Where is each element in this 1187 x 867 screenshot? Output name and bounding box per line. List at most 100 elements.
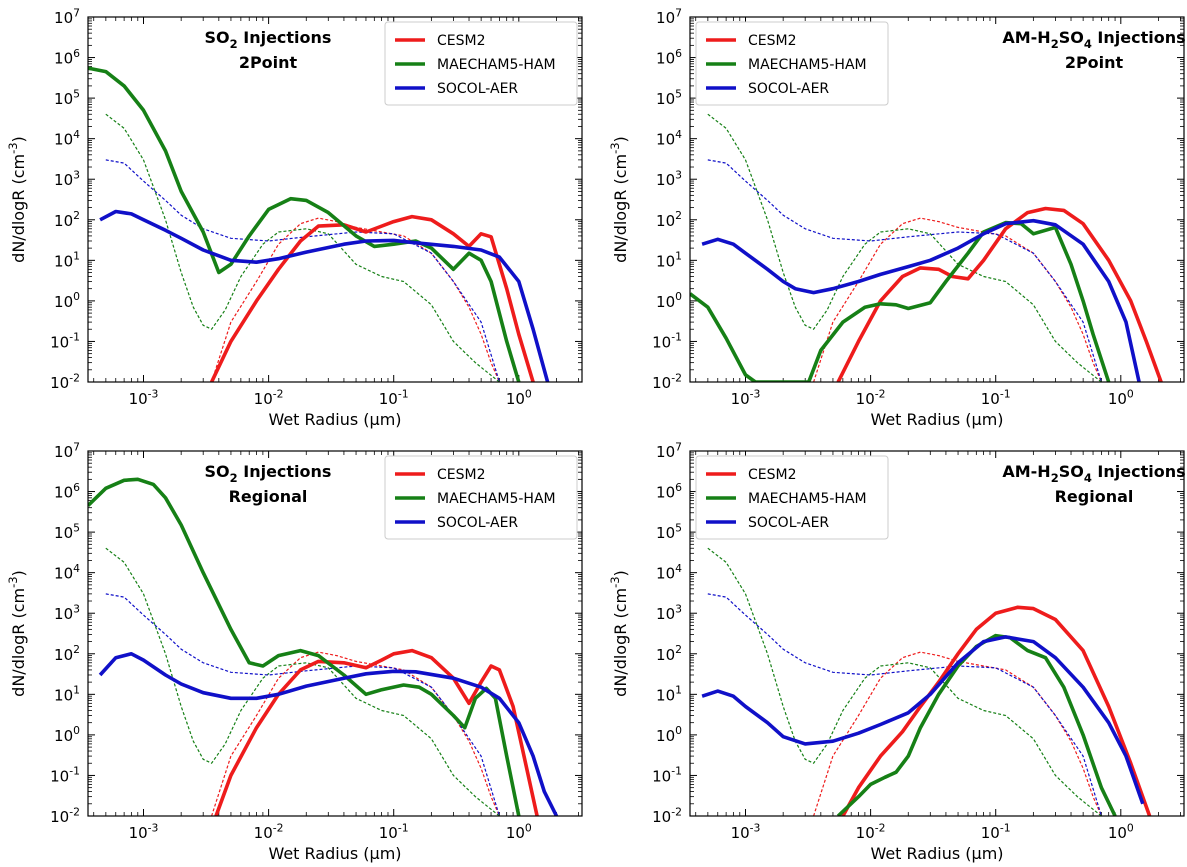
series-background-line-maecham5-ham: [707, 547, 1102, 816]
series-line-socol-aer: [701, 635, 1145, 805]
plot-area: [690, 113, 1163, 382]
y-tick-label: 10-2: [652, 805, 682, 826]
legend-label: MAECHAM5-HAM: [437, 491, 556, 507]
panel-title: AM-H2SO4 Injections: [1002, 28, 1185, 51]
x-tick-label: 100: [1108, 821, 1134, 842]
x-axis-label: Wet Radius (μm): [870, 844, 1003, 863]
y-tick-label: 107: [54, 440, 80, 461]
legend-label: SOCOL-AER: [748, 515, 829, 531]
legend-label: CESM2: [437, 33, 486, 49]
y-tick-label: 102: [54, 209, 80, 230]
y-tick-label: 104: [656, 128, 682, 149]
panel-1: 10-3 10-2 10-1 100 10-2 10-1 100 101 102 103 104 10…: [6, 6, 583, 429]
y-tick-label: 101: [54, 684, 80, 705]
y-tick-label: 10-1: [652, 765, 682, 786]
y-tick-label: 105: [54, 521, 80, 542]
panel-4: 10-3 10-2 10-1 100 10-2 10-1 100 101 102 103 104 10…: [608, 440, 1186, 863]
panel-2: 10-3 10-2 10-1 100 10-2 10-1 100 101 102 103 104 10…: [608, 6, 1186, 429]
x-tick-label: 10-3: [129, 387, 159, 408]
legend-label: MAECHAM5-HAM: [748, 57, 867, 73]
series-line-socol-aer: [99, 209, 550, 382]
series-background-line-socol-aer: [105, 159, 500, 382]
y-axis-label: dN/dlogR (cm-3): [608, 136, 630, 263]
y-tick-label: 10-1: [50, 765, 80, 786]
plot-area: [88, 66, 550, 382]
x-axis-label: Wet Radius (μm): [268, 844, 401, 863]
series-background-line-maecham5-ham: [105, 547, 500, 816]
series-line-cesm2: [209, 214, 535, 382]
legend-label: CESM2: [437, 467, 486, 483]
axes-frame: [87, 450, 583, 817]
y-axis-label: dN/dlogR (cm-3): [608, 570, 630, 697]
y-tick-label: 106: [54, 481, 80, 502]
x-tick-label: 10-1: [379, 387, 409, 408]
legend-label: SOCOL-AER: [748, 81, 829, 97]
y-tick-label: 102: [656, 643, 682, 664]
y-tick-label: 103: [54, 602, 80, 623]
legend-box: [695, 21, 889, 106]
panel-title: Regional: [229, 487, 308, 506]
y-tick-label: 101: [656, 684, 682, 705]
x-tick-label: 10-2: [254, 387, 284, 408]
x-tick-label: 100: [1108, 387, 1134, 408]
x-tick-label: 10-1: [981, 387, 1011, 408]
x-tick-label: 10-1: [379, 821, 409, 842]
y-tick-label: 105: [54, 87, 80, 108]
y-tick-label: 106: [656, 47, 682, 68]
y-tick-label: 104: [54, 128, 80, 149]
x-tick-label: 10-3: [731, 821, 761, 842]
legend: CESM2 MAECHAM5-HAM SOCOL-AER: [695, 21, 889, 106]
y-tick-label: 107: [656, 440, 682, 461]
y-tick-label: 103: [656, 602, 682, 623]
series-line-socol-aer: [701, 218, 1141, 382]
legend: CESM2 MAECHAM5-HAM SOCOL-AER: [384, 21, 578, 106]
x-tick-label: 100: [506, 387, 532, 408]
series-background-line-cesm2: [211, 217, 500, 382]
panel-title: 2Point: [1065, 53, 1124, 72]
y-tick-label: 100: [656, 290, 682, 311]
axes-frame: [689, 16, 1185, 383]
x-tick-label: 10-3: [731, 387, 761, 408]
legend-box: [384, 455, 578, 540]
legend: CESM2 MAECHAM5-HAM SOCOL-AER: [695, 455, 889, 540]
series-background-line-cesm2: [813, 217, 1102, 382]
y-tick-label: 107: [656, 6, 682, 27]
series-line-socol-aer: [98, 651, 559, 816]
series-line-cesm2: [836, 206, 1163, 382]
legend: CESM2 MAECHAM5-HAM SOCOL-AER: [384, 455, 578, 540]
x-tick-label: 10-2: [856, 387, 886, 408]
panel-title: Regional: [1055, 487, 1134, 506]
y-tick-label: 10-2: [50, 371, 80, 392]
legend-label: CESM2: [748, 33, 797, 49]
legend-label: SOCOL-AER: [437, 515, 518, 531]
legend-label: SOCOL-AER: [437, 81, 518, 97]
y-tick-label: 103: [54, 168, 80, 189]
plot-area: [88, 477, 559, 816]
y-tick-label: 104: [54, 562, 80, 583]
series-line-maecham5-ham: [690, 220, 1111, 382]
panel-3: 10-3 10-2 10-1 100 10-2 10-1 100 101 102 103 104 10…: [6, 440, 583, 863]
series-line-cesm2: [214, 648, 539, 816]
y-tick-label: 10-2: [652, 371, 682, 392]
y-tick-label: 100: [54, 290, 80, 311]
legend-label: MAECHAM5-HAM: [748, 491, 867, 507]
x-tick-label: 10-2: [856, 821, 886, 842]
y-tick-label: 10-2: [50, 805, 80, 826]
x-tick-label: 10-3: [129, 821, 159, 842]
y-tick-label: 106: [656, 481, 682, 502]
series-line-maecham5-ham: [88, 477, 521, 816]
y-tick-label: 10-1: [652, 331, 682, 352]
x-tick-label: 100: [506, 821, 532, 842]
legend-box: [384, 21, 578, 106]
y-tick-label: 105: [656, 87, 682, 108]
legend-label: MAECHAM5-HAM: [437, 57, 556, 73]
series-background-line-socol-aer: [707, 593, 1102, 816]
y-tick-label: 100: [656, 724, 682, 745]
x-tick-label: 10-1: [981, 821, 1011, 842]
y-axis-label: dN/dlogR (cm-3): [6, 570, 28, 697]
y-tick-label: 103: [656, 168, 682, 189]
y-axis-label: dN/dlogR (cm-3): [6, 136, 28, 263]
panel-title: SO2 Injections: [205, 28, 332, 51]
series-background-line-socol-aer: [707, 159, 1102, 382]
y-tick-label: 101: [656, 250, 682, 271]
